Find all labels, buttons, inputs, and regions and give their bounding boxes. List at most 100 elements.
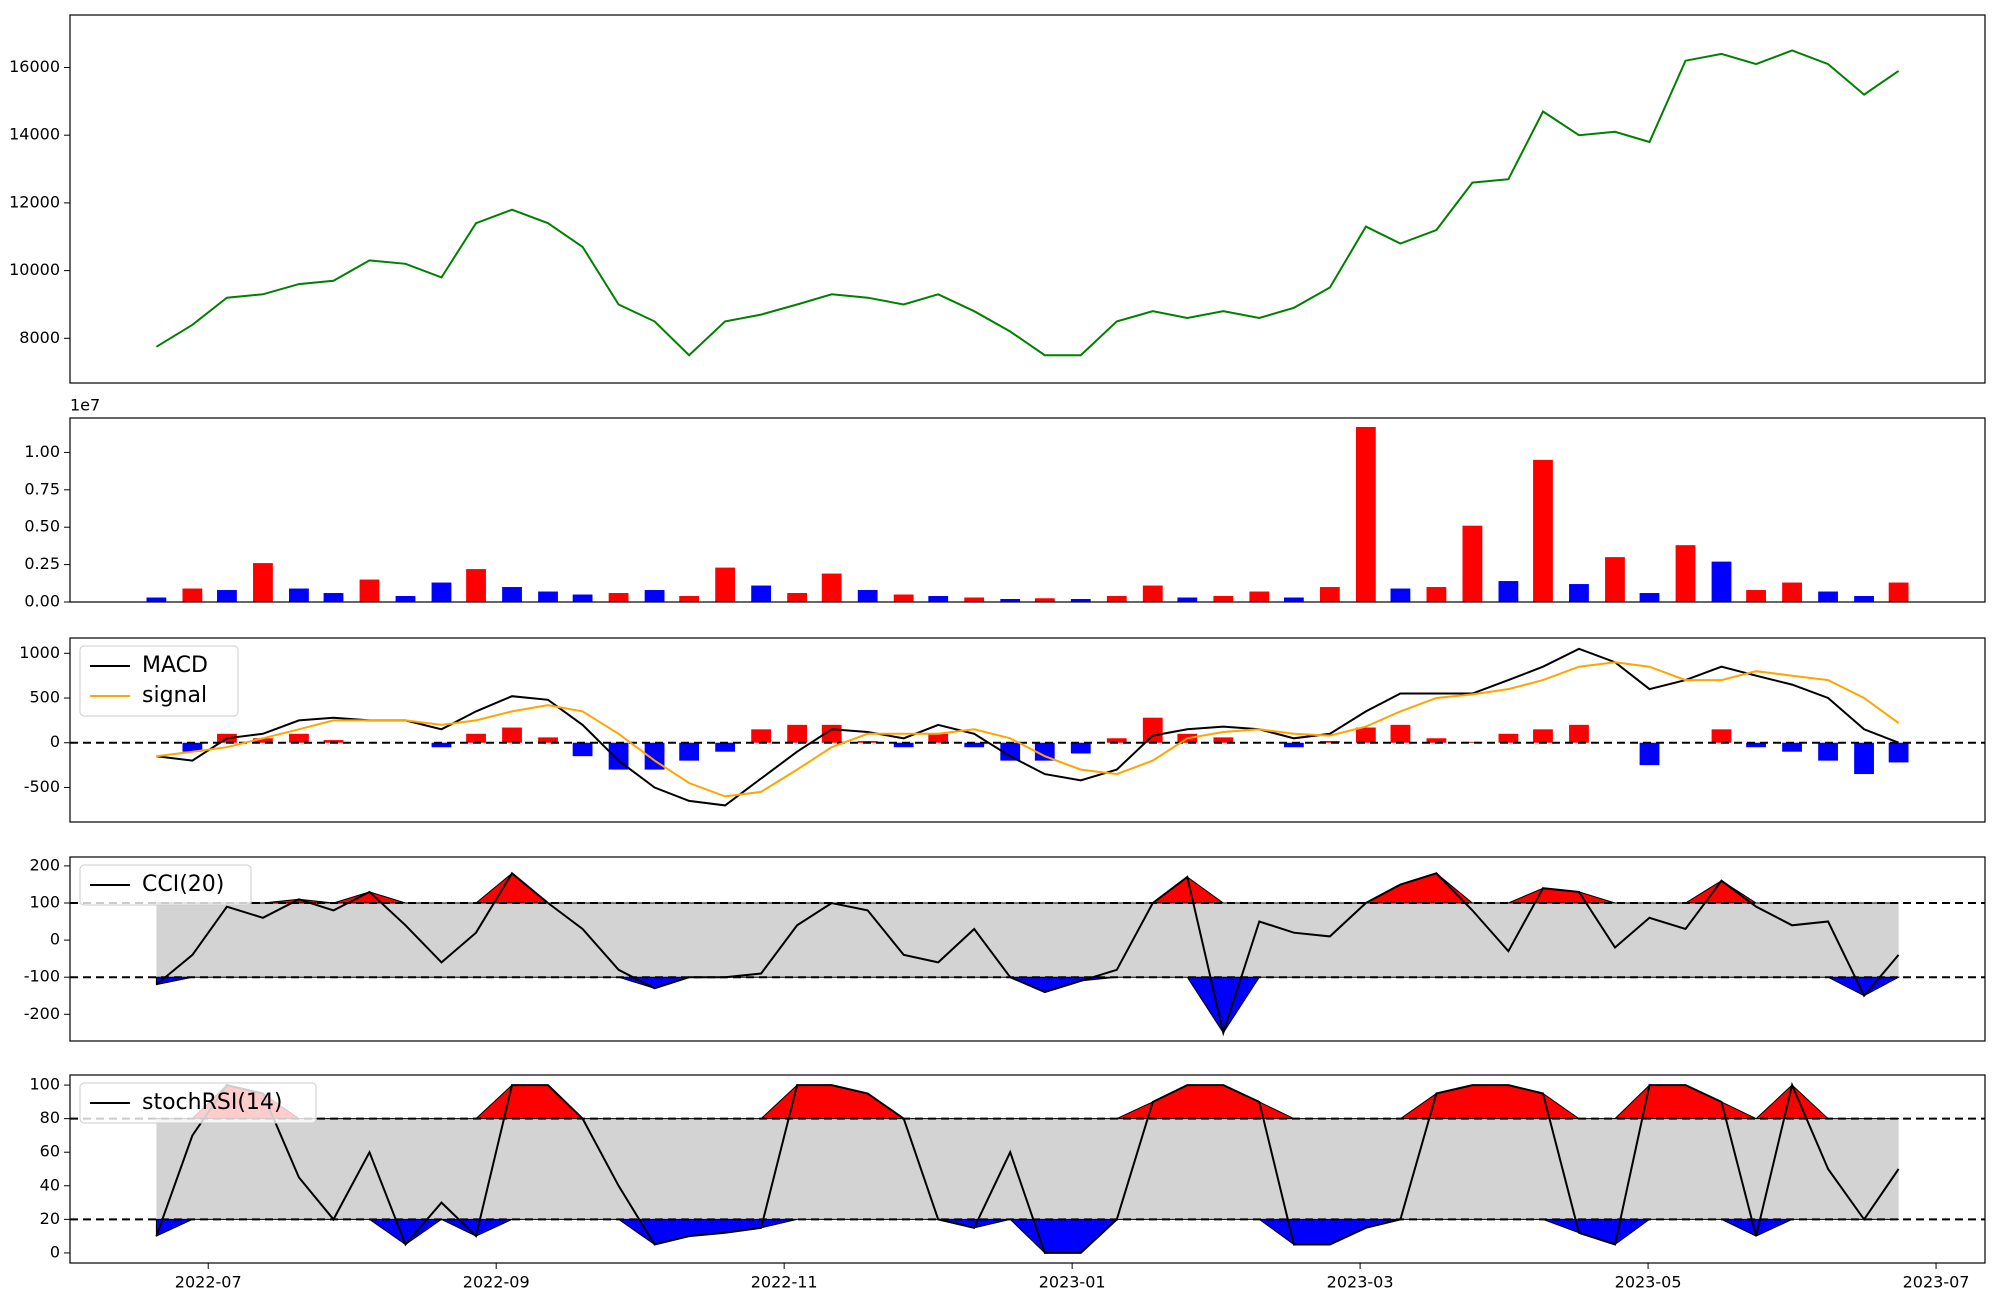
plot-area [70,1081,1985,1254]
x-tick-label: 2023-07 [1903,1273,1970,1292]
histogram-bar [1533,729,1553,743]
volume-bar [323,593,344,602]
volume-bar [1605,557,1625,602]
y-tick-label: 0 [50,930,60,949]
plot-area [70,871,1985,1037]
x-tick-label: 2023-05 [1615,1273,1682,1292]
y-tick-label: 80 [40,1108,60,1127]
histogram-bar [1070,742,1091,754]
legend-box [79,864,252,906]
price-line [155,49,1900,357]
axes-frame [69,637,1986,823]
legend-label: CCI(20) [142,872,224,897]
volume-bar [644,590,665,602]
volume-bar [964,597,985,602]
volume-bar [359,579,380,602]
y-tick-label: 0.50 [24,517,60,536]
axes-frame [69,856,1986,1042]
legend: stochRSI(14) [79,1082,317,1124]
histogram-bar [538,737,558,743]
indicator-line [156,661,1900,798]
histogram-bar [1854,742,1874,775]
histogram-bar [253,738,273,743]
volume-bar [466,569,486,602]
volume-bar [1249,591,1270,602]
y-tick-label: 0.75 [24,479,60,498]
neutral-band [156,903,1899,978]
legend: CCI(20) [79,864,252,906]
volume-bar [1782,582,1802,602]
histogram-bar [964,742,985,748]
histogram-bar [608,742,629,770]
indicator-line [156,647,1899,807]
y-tick-label: 20 [40,1209,60,1228]
volume-bar [538,591,558,602]
y-tick-label: 100 [29,893,60,912]
y-tick-label: 500 [29,688,60,707]
volume-bar [1355,426,1376,602]
volume-bar [893,594,914,602]
y-tick-label: 100 [29,1075,60,1094]
x-tick-label: 2022-07 [175,1273,242,1292]
histogram-bar [1569,724,1589,743]
histogram-bar [289,733,309,743]
histogram-bar [323,740,344,743]
volume-bar [715,567,736,602]
volume-bar [217,590,237,602]
histogram-bar [1213,737,1234,743]
overbought-area [155,1084,1900,1120]
volume-bar [928,596,949,602]
volume-bar [857,590,878,602]
histogram-bar [466,733,486,743]
histogram-bar [1498,733,1519,743]
legend-box [79,645,239,717]
histogram-bar [679,742,700,761]
volume-bar [1818,591,1838,602]
x-tick-label: 2023-01 [1039,1273,1106,1292]
axes-frame [69,14,1986,384]
legend-label: stochRSI(14) [142,1090,283,1115]
axes-frame [69,417,1986,603]
y-tick-label: 14000 [9,125,60,144]
plot-area [70,647,1985,807]
volume-bar [1888,582,1909,602]
histogram-bar [751,729,772,743]
x-tick-label: 2023-03 [1327,1273,1394,1292]
volume-bar [572,594,593,602]
volume-bar [1533,459,1553,602]
histogram-bar [182,742,203,752]
volume-bar [395,596,416,602]
histogram-bar [1283,742,1304,748]
volume-bar [1569,584,1589,602]
y-tick-label: -100 [24,967,60,986]
volume-bar [1034,598,1055,602]
indicator-line [155,1081,1900,1254]
legend-label: MACD [142,653,208,678]
histogram-bar [1355,727,1376,743]
histogram-bar [1000,742,1021,761]
histogram-bar [787,724,808,743]
volume-bar [253,563,273,602]
offset-label: 1e7 [70,396,100,415]
y-tick-label: 0 [50,1242,60,1261]
volume-bar [1746,590,1766,602]
histogram-bar [928,733,949,743]
volume-bar [1426,587,1447,602]
histogram-bar [1034,742,1055,761]
y-tick-label: 0.25 [24,554,60,573]
volume-bar [1000,599,1021,602]
y-tick-label: 8000 [19,328,60,347]
volume-bar [1070,599,1091,602]
legend-box [79,1082,317,1124]
legend-label: signal [142,683,207,708]
volume-bar [1142,585,1163,602]
y-tick-label: 200 [29,855,60,874]
y-tick-label: 60 [40,1142,60,1161]
volume-bar [1675,545,1696,602]
histogram-bar [893,742,914,748]
histogram-bar [1390,724,1411,743]
histogram-bar [1888,742,1909,763]
histogram-bar [431,742,452,748]
legend: MACD signal [79,645,239,717]
y-tick-label: 1000 [19,643,60,662]
